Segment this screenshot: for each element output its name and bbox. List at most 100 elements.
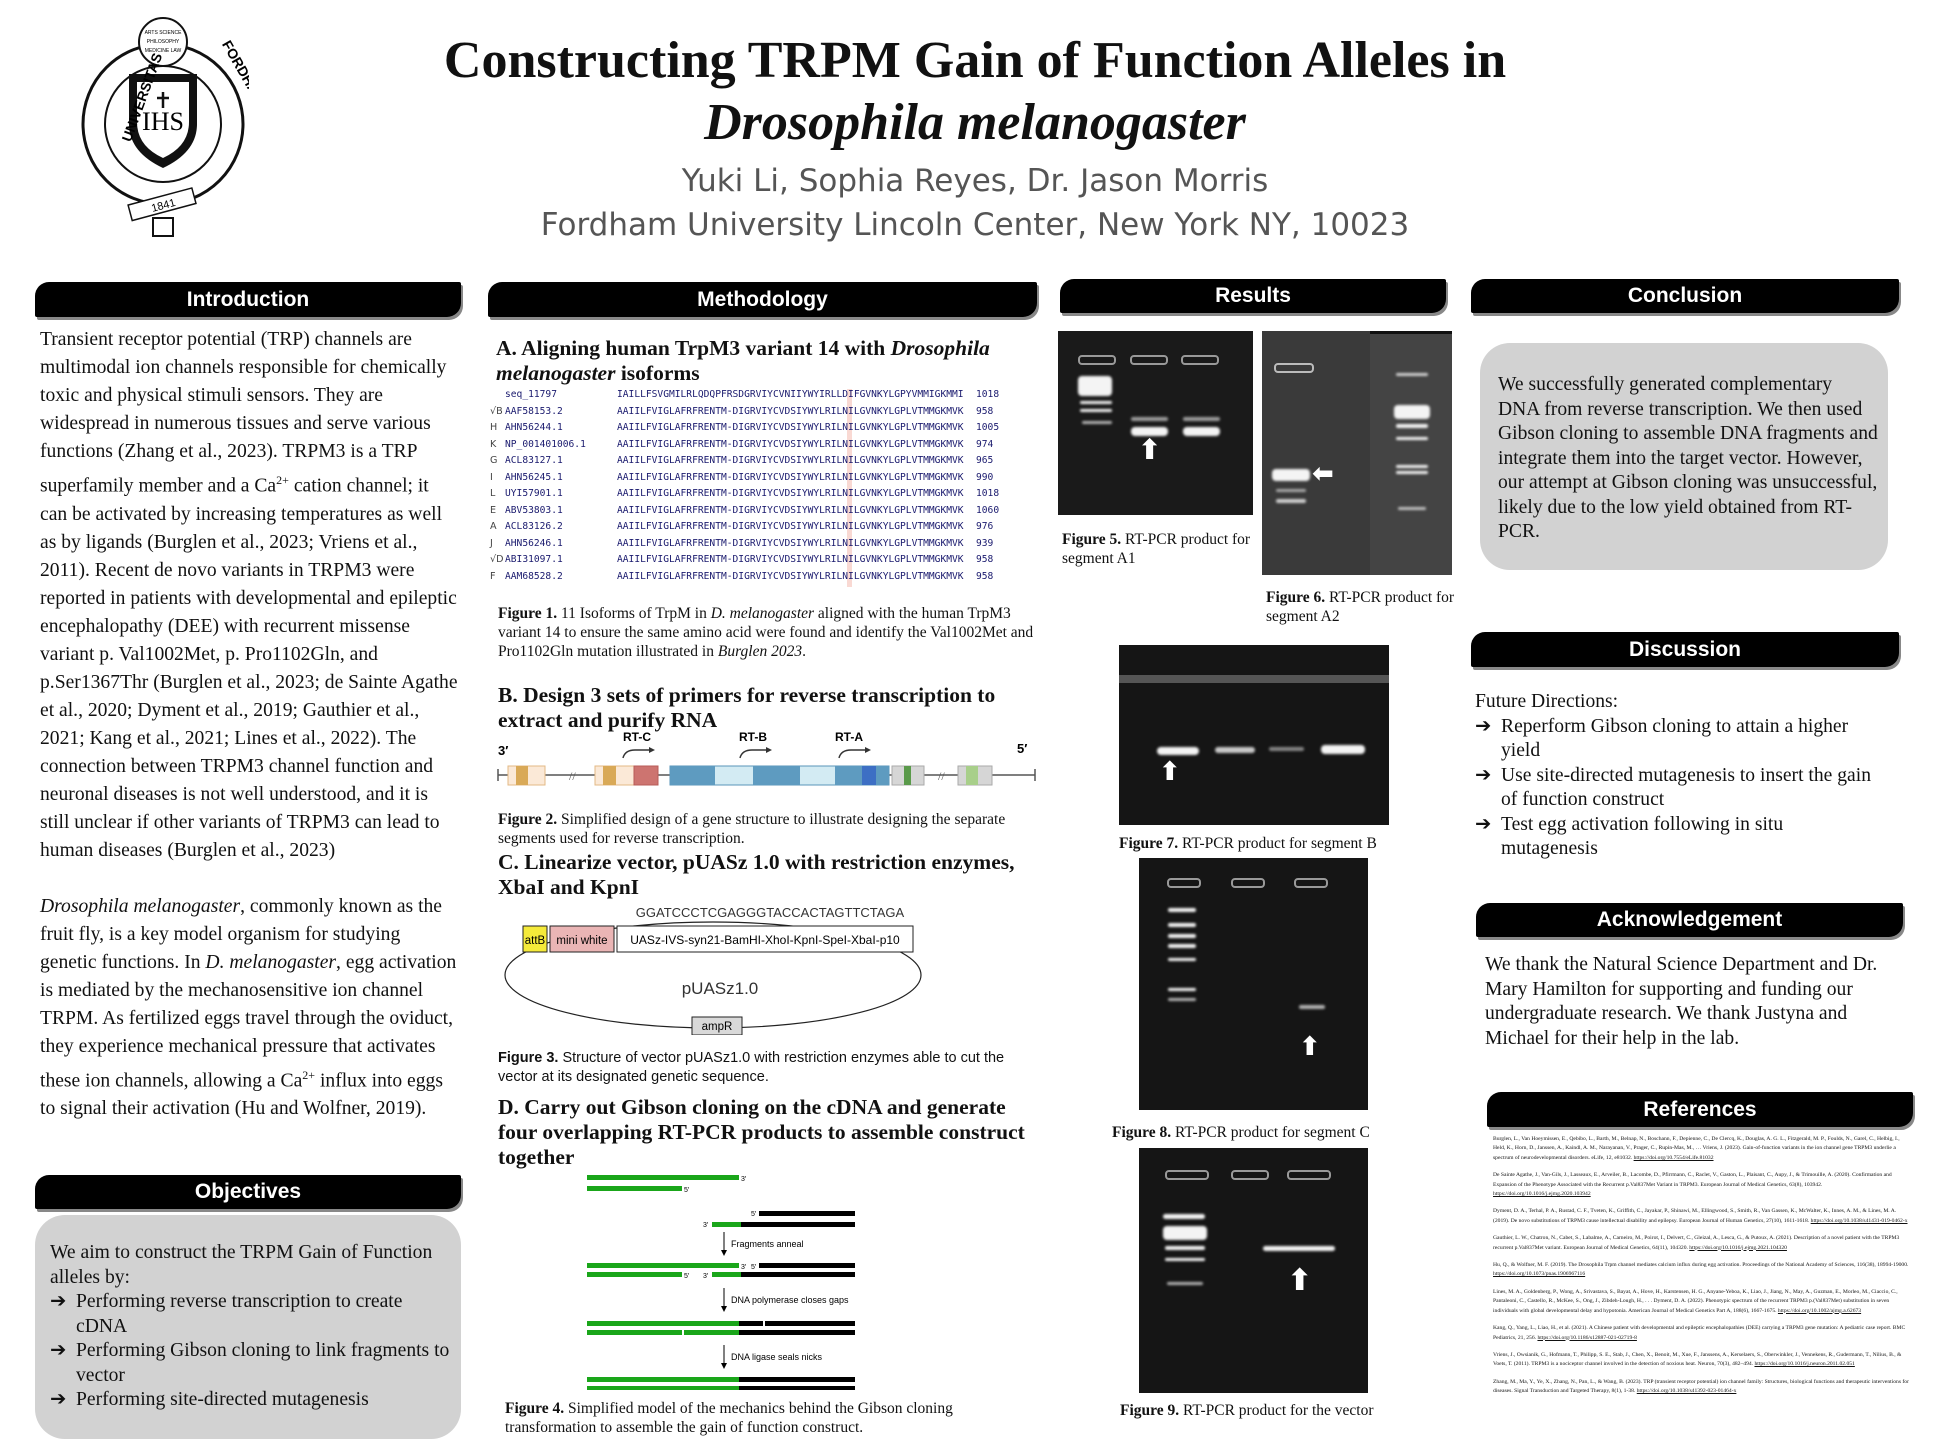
species-name: Drosophila melanogaster — [496, 336, 990, 385]
figure-label: Figure 7. — [1119, 835, 1179, 852]
mini-white-label: mini white — [556, 935, 607, 947]
reference-text: Gauthier, L. W., Chatron, N., Cabet, S.,… — [1493, 1235, 1900, 1251]
figure-4-caption: Figure 4. Simplified model of the mechan… — [505, 1399, 975, 1437]
alignment-row: I AHN56245.1 AAIILFVIGLAFRFRENTM-DIGRVIYCV… — [490, 472, 1050, 488]
species-name: Drosophila melanogaster — [40, 895, 241, 917]
aligned-sequence: AAIILFVIGLAFRFRENTM-DIGRVIYCVDSIYWYLRILN… — [617, 471, 964, 483]
arrow-bullet-icon: ➔ — [50, 1340, 67, 1361]
svg-text:PHILOSOPHY: PHILOSOPHY — [147, 39, 180, 45]
arrow-bullet-icon: ➔ — [1475, 813, 1492, 835]
handwritten-mark: E — [490, 504, 497, 516]
sequence-end-position: 1018 — [976, 488, 1000, 499]
sequence-end-position: 965 — [976, 455, 994, 466]
affiliation: Fordham University Lincoln Center, New Y… — [540, 207, 1410, 243]
objective-text: Performing reverse transcription to crea… — [76, 1291, 403, 1337]
reference-doi-link[interactable]: https://doi.org/10.1038/s41431-019-0462-… — [1810, 1217, 1908, 1224]
svg-text://: // — [938, 769, 945, 783]
plasmid-name: pUASz1.0 — [682, 979, 759, 998]
three-prime-label: 3′ — [741, 1264, 747, 1271]
arrow-bullet-icon: ➔ — [1475, 764, 1492, 786]
gibson-cloning-diagram: 3′ 5′ 5′ 3′ Fragments anneal 3′ 5′ 5′ 3′… — [587, 1175, 855, 1390]
reference-entry: Hu, Q., & Wolfner, M. F. (2019). The Dro… — [1493, 1261, 1913, 1280]
caption-italic: Burglen 2023 — [717, 643, 803, 660]
reference-doi-link[interactable]: https://doi.org/10.1016/j.ejmg.2021.1043… — [1689, 1244, 1787, 1251]
accession-id: UYI57901.1 — [505, 488, 563, 499]
species-name: D. melanogaster — [205, 951, 337, 973]
results-header: Results — [1060, 279, 1446, 313]
figure-3-caption: Figure 3. Structure of vector pUASz1.0 w… — [498, 1049, 1043, 1087]
reference-entry: Kang, Q., Yang, L., Liao, H., et al. (20… — [1493, 1324, 1913, 1343]
poster-title-line1: Constructing TRPM Gain of Function Allel… — [443, 32, 1507, 89]
alignment-row: √B AAF58153.2 AAIILFVIGLAFRFRENTM-DIGRVIYC… — [490, 406, 1050, 422]
alignment-row: H AHN56244.1 AAIILFVIGLAFRFRENTM-DIGRVIYCV… — [490, 422, 1050, 438]
references-header: References — [1487, 1092, 1913, 1127]
sequence-end-position: 1018 — [976, 389, 1000, 400]
authors: Yuki Li, Sophia Reyes, Dr. Jason Morris — [681, 163, 1269, 199]
reference-text: Burglen, L., Van Hoeymissen, E., Qebibo,… — [1493, 1136, 1900, 1161]
alignment-row: J AHN56246.1 AAIILFVIGLAFRFRENTM-DIGRVIYCV… — [490, 538, 1050, 554]
reference-doi-link[interactable]: https://doi.org/10.7554/eLife.81032 — [1633, 1154, 1714, 1161]
caption-text: RT-PCR product for segment C — [1171, 1124, 1370, 1141]
acknowledgement-text: We thank the Natural Science Department … — [1485, 954, 1878, 1049]
objectives-box: We aim to construct the TRPM Gain of Fun… — [35, 1215, 461, 1439]
caption-text: aligned with the human TrpM3 variant 14 … — [498, 605, 1034, 660]
figure-label: Figure 9. — [1120, 1402, 1180, 1419]
handwritten-mark: K — [490, 438, 497, 450]
gene-3prime-label: 3′ — [498, 743, 508, 758]
reference-entry: Dyment, D. A., Terhal, P. A., Rustad, C.… — [1493, 1207, 1913, 1226]
direction-text: Reperform Gibson cloning to attain a hig… — [1501, 715, 1849, 762]
reference-entry: Gauthier, L. W., Chatron, N., Cabet, S.,… — [1493, 1234, 1913, 1253]
alignment-row: E ABV53803.1 AAIILFVIGLAFRFRENTM-DIGRVIYCV… — [490, 505, 1050, 521]
reference-doi-link[interactable]: https://doi.org/10.1038/s41392-023-01464… — [1636, 1388, 1737, 1395]
aligned-sequence: AAIILFVIGLAFRFRENTM-DIGRVIYCVDSIYWYLRILN… — [617, 521, 964, 532]
fordham-seal-logo: ARTS SCIENCE PHILOSOPHY MEDICINE LAW IHS… — [77, 12, 290, 244]
gel-image-figure-7: ⬆ — [1119, 645, 1389, 825]
primer-arrow-icons — [622, 749, 865, 759]
alignment-row: G ACL83127.1 AAIILFVIGLAFRFRENTM-DIGRVIYCV… — [490, 455, 1050, 471]
direction-text: Test egg activation following in situ mu… — [1501, 813, 1784, 860]
handwritten-mark: I — [490, 471, 493, 483]
vector-map-diagram: GGATCCCTCGAGGGTACCACTAGTTCTAGA attB mini… — [504, 905, 922, 1035]
ampr-label: ampR — [702, 1021, 733, 1033]
reference-doi-link[interactable]: https://doi.org/10.1073/pnas.1906967116 — [1493, 1271, 1586, 1278]
left-arrow-icon: ⬅ — [1312, 459, 1334, 489]
future-directions-list: ➔ Reperform Gibson cloning to attain a hi… — [1475, 715, 1875, 862]
heading-text: A. Aligning human TrpM3 variant 14 with — [496, 336, 891, 360]
sequence-end-position: 990 — [976, 471, 994, 483]
accession-id: AHN56246.1 — [505, 537, 563, 549]
three-prime-label: 3′ — [703, 1273, 709, 1280]
aligned-sequence: AAIILFVIGLAFRFRENTM-DIGRVIYCVDSIYWYLRILN… — [617, 537, 964, 549]
sequence-end-position: 1005 — [976, 422, 1000, 433]
figure-label: Figure 6. — [1266, 589, 1326, 606]
figure-1-caption: Figure 1. 11 Isoforms of TrpM in D. mela… — [498, 604, 1043, 661]
five-prime-label: 5′ — [751, 1264, 757, 1271]
reference-doi-link[interactable]: https://doi.org/10.1016/j.ejmg.2020.1039… — [1493, 1191, 1591, 1198]
heading-text: isoforms — [615, 361, 700, 385]
conclusion-text: We successfully generated complementary … — [1498, 374, 1878, 542]
reference-doi-link[interactable]: https://doi.org/10.1016/j.neuron.2011.02… — [1754, 1361, 1855, 1368]
direction-item: ➔ Test egg activation following in situ m… — [1475, 813, 1875, 862]
sequence-alignment: seq_11797 IAILLFSVGMILRLQDQPFRSDGRVIYCVNI… — [490, 389, 1050, 589]
figure-label: Figure 2. — [498, 811, 558, 828]
intro-text: , commonly known as the fruit fly, is a … — [40, 895, 443, 973]
gel-image-figure-9: ⬆ — [1139, 1148, 1368, 1393]
aligned-sequence: AAIILFVIGLAFRFRENTM-DIGRVIYCVDSIYWYLRILN… — [617, 554, 964, 565]
accession-id: seq_11797 — [505, 389, 557, 400]
objectives-content: We aim to construct the TRPM Gain of Fun… — [50, 1241, 450, 1413]
handwritten-mark: H — [490, 422, 498, 433]
reference-doi-link[interactable]: https://doi.org/10.1002/ajmg.a.62673 — [1777, 1307, 1862, 1314]
alignment-row: A ACL83126.2 AAIILFVIGLAFRFRENTM-DIGRVIYCV… — [490, 521, 1050, 537]
svg-text:MEDICINE LAW: MEDICINE LAW — [145, 48, 182, 54]
section-d-heading: D. Carry out Gibson cloning on the cDNA … — [498, 1095, 1025, 1169]
figure-label: Figure 4. — [505, 1400, 565, 1417]
reference-text: Dyment, D. A., Terhal, P. A., Rustad, C.… — [1493, 1208, 1897, 1224]
step-fragments-anneal: Fragments anneal — [731, 1239, 804, 1249]
five-prime-label: 5′ — [684, 1273, 690, 1280]
sequence-end-position: 939 — [976, 537, 994, 549]
reference-text: Lines, M. A., Goldenberg, P., Wong, A., … — [1493, 1288, 1898, 1314]
sequence-end-position: 1060 — [976, 504, 1000, 516]
restriction-sequence: GGATCCCTCGAGGGTACCACTAGTTCTAGA — [636, 905, 905, 920]
aligned-sequence: AAIILFVIGLAFRFRENTM-DIGRVIYCVDSIYWYLRILN… — [617, 422, 964, 433]
alignment-row: seq_11797 IAILLFSVGMILRLQDQPFRSDGRVIYCVNI… — [490, 389, 1050, 405]
reference-doi-link[interactable]: https://doi.org/10.1186/s12887-021-02719… — [1537, 1334, 1637, 1341]
